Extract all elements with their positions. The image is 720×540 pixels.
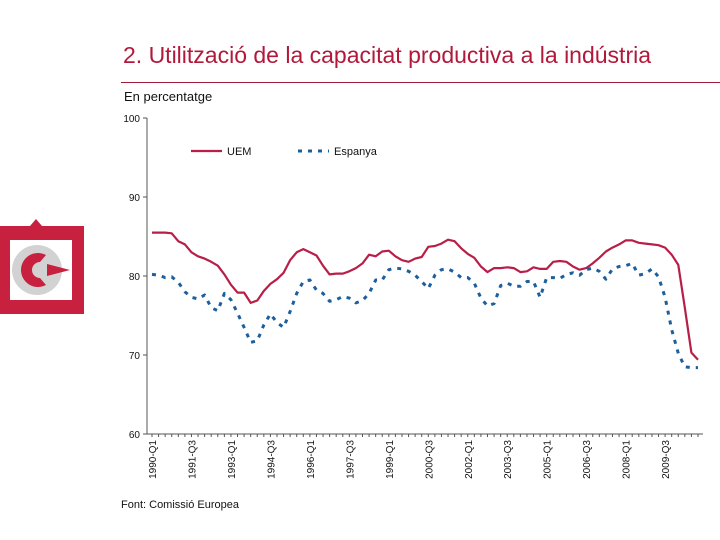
x-tick-label: 1994-Q3 <box>266 440 277 479</box>
x-tick-label: 2002-Q1 <box>464 440 475 479</box>
c-arrow-logo-icon <box>0 219 84 314</box>
chart-subtitle: En percentatge <box>124 89 213 104</box>
x-tick-label: 1993-Q1 <box>227 440 238 479</box>
x-tick-label: 1996-Q1 <box>306 440 317 479</box>
x-tick-label: 2006-Q3 <box>582 440 593 479</box>
page-title: 2. Utilització de la capacitat productiv… <box>123 42 652 68</box>
source-note: Font: Comissió Europea <box>121 499 239 511</box>
x-tick-label: 1990-Q1 <box>148 440 159 479</box>
series-line-espanya <box>151 261 698 370</box>
x-tick-label: 1997-Q3 <box>345 440 356 479</box>
x-tick-label: 2000-Q3 <box>424 440 435 479</box>
y-tick-label: 90 <box>129 193 141 204</box>
legend-label-espanya: Espanya <box>334 146 378 158</box>
y-tick-label: 80 <box>129 272 141 283</box>
legend-label-uem: UEM <box>227 146 251 158</box>
title-divider <box>121 82 720 83</box>
series-line-uem <box>152 231 699 361</box>
x-tick-label: 1991-Q3 <box>187 440 198 479</box>
y-tick-label: 100 <box>123 114 140 125</box>
x-tick-label: 2009-Q3 <box>661 440 672 479</box>
x-tick-label: 2003-Q3 <box>503 440 514 479</box>
y-tick-label: 60 <box>129 430 141 441</box>
x-tick-label: 2008-Q1 <box>622 440 633 479</box>
x-tick-label: 2005-Q1 <box>543 440 554 479</box>
x-tick-label: 1999-Q1 <box>385 440 396 479</box>
y-tick-label: 70 <box>129 351 141 362</box>
